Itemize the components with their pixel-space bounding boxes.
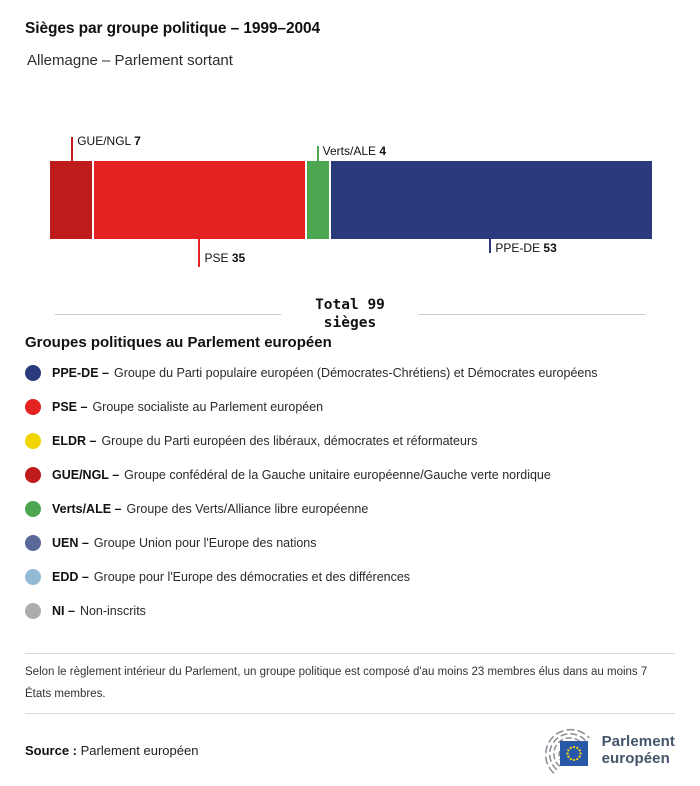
legend-desc: Groupe des Verts/Alliance libre européen… [126, 502, 369, 517]
legend-desc: Groupe pour l'Europe des démocraties et … [93, 570, 411, 585]
hemicycle-flag-icon [544, 728, 590, 774]
bar-label-verts-ale: Verts/ALE 4 [323, 144, 386, 158]
logo-line-2: européen [601, 749, 670, 767]
footer-divider-top [25, 653, 675, 655]
source-value: Parlement européen [80, 743, 199, 759]
legend-item-verts-ale: Verts/ALE – Groupe des Verts/Alliance lib… [25, 492, 675, 526]
legend-abbr: ELDR – [52, 434, 97, 449]
logo-wordmark: Parlement européen [602, 734, 675, 767]
callout-tick-ppe-de [489, 239, 492, 253]
legend-dot-pse [25, 399, 41, 416]
bar-label-gue-ngl: GUE/NGL 7 [77, 134, 141, 148]
legend-list: PPE-DE – Groupe du Parti populaire europé… [25, 356, 675, 628]
legend-desc: Groupe Union pour l'Europe des nations [93, 536, 317, 551]
legend-abbr: UEN – [52, 536, 89, 551]
bar-label-pse: PSE 35 [204, 251, 245, 265]
legend-dot-gue-ngl [25, 467, 41, 484]
bar-label-name: GUE/NGL [77, 134, 131, 148]
logo-line-1: Parlement [601, 733, 675, 751]
footnote: Selon le règlement intérieur du Parlemen… [25, 666, 648, 701]
seats-bar-chart: GUE/NGL 7 PSE 35 Verts/ALE 4 PPE-DE 53 [0, 131, 700, 271]
bar-segment-pse [92, 161, 307, 239]
legend-desc: Groupe du Parti européen des libéraux, d… [101, 434, 478, 449]
page-subtitle: Allemagne – Parlement sortant [27, 52, 233, 69]
bar-label-seats: 7 [134, 134, 141, 148]
source-row: Source : Parlement européen [25, 722, 675, 780]
bar-label-name: PSE [204, 251, 229, 265]
legend-desc: Groupe du Parti populaire européen (Démo… [113, 366, 598, 381]
legend-item-eldr: ELDR – Groupe du Parti européen des libér… [25, 424, 675, 458]
eu-flag-stars [565, 745, 582, 761]
source-line: Source : Parlement européen [25, 743, 198, 758]
legend-abbr: GUE/NGL – [52, 468, 120, 483]
divider-line-left [55, 314, 282, 316]
page-title: Sièges par groupe politique – 1999–2004 [25, 20, 321, 37]
source-label: Source : [25, 743, 78, 759]
legend-item-uen: UEN – Groupe Union pour l'Europe des nati… [25, 526, 675, 560]
bar-segment-gue-ngl [50, 161, 93, 239]
bar-segment-verts-ale [304, 161, 331, 239]
legend-item-ppe-de: PPE-DE – Groupe du Parti populaire europé… [25, 356, 675, 390]
callout-tick-pse [198, 239, 201, 267]
legend-abbr: NI – [52, 604, 75, 619]
legend-desc: Non-inscrits [79, 604, 146, 619]
legend-item-ni: NI – Non-inscrits [25, 594, 675, 628]
bar-segment-ppe-de [328, 161, 652, 239]
legend-desc: Groupe confédéral de la Gauche unitaire … [124, 468, 551, 483]
legend-abbr: PSE – [52, 400, 88, 415]
bar-label-seats: 53 [543, 241, 557, 255]
legend-dot-eldr [25, 433, 41, 450]
legend-dot-uen [25, 535, 41, 552]
legend-abbr: EDD – [52, 570, 89, 585]
bar-label-name: Verts/ALE [322, 144, 377, 158]
legend-dot-ppe-de [25, 365, 41, 382]
legend-item-edd: EDD – Groupe pour l'Europe des démocratie… [25, 560, 675, 594]
stacked-bar [50, 161, 652, 239]
total-seats-label: Total 99 sièges [315, 297, 385, 331]
bar-label-seats: 35 [231, 251, 246, 265]
legend-dot-ni [25, 603, 41, 620]
callout-tick-gue-ngl [71, 137, 74, 162]
footer-divider-bottom [25, 712, 675, 714]
divider-line-right [418, 314, 645, 316]
legend-abbr: PPE-DE – [52, 366, 109, 381]
bar-label-ppe-de: PPE-DE 53 [495, 241, 556, 255]
european-parliament-logo: Parlement européen [530, 726, 675, 776]
legend-item-gue-ngl: GUE/NGL – Groupe confédéral de la Gauche … [25, 458, 675, 492]
bar-label-seats: 4 [379, 144, 387, 158]
legend-item-pse: PSE – Groupe socialiste au Parlement euro… [25, 390, 675, 424]
legend-dot-edd [25, 569, 41, 586]
total-divider: Total 99 sièges [55, 297, 645, 332]
bar-label-name: PPE-DE [495, 241, 541, 255]
legend-heading: Groupes politiques au Parlement européen [25, 334, 332, 352]
legend-dot-verts-ale [25, 501, 41, 518]
legend-abbr: Verts/ALE – [52, 502, 122, 517]
callout-tick-verts-ale [316, 146, 319, 162]
legend-desc: Groupe socialiste au Parlement européen [92, 400, 324, 415]
